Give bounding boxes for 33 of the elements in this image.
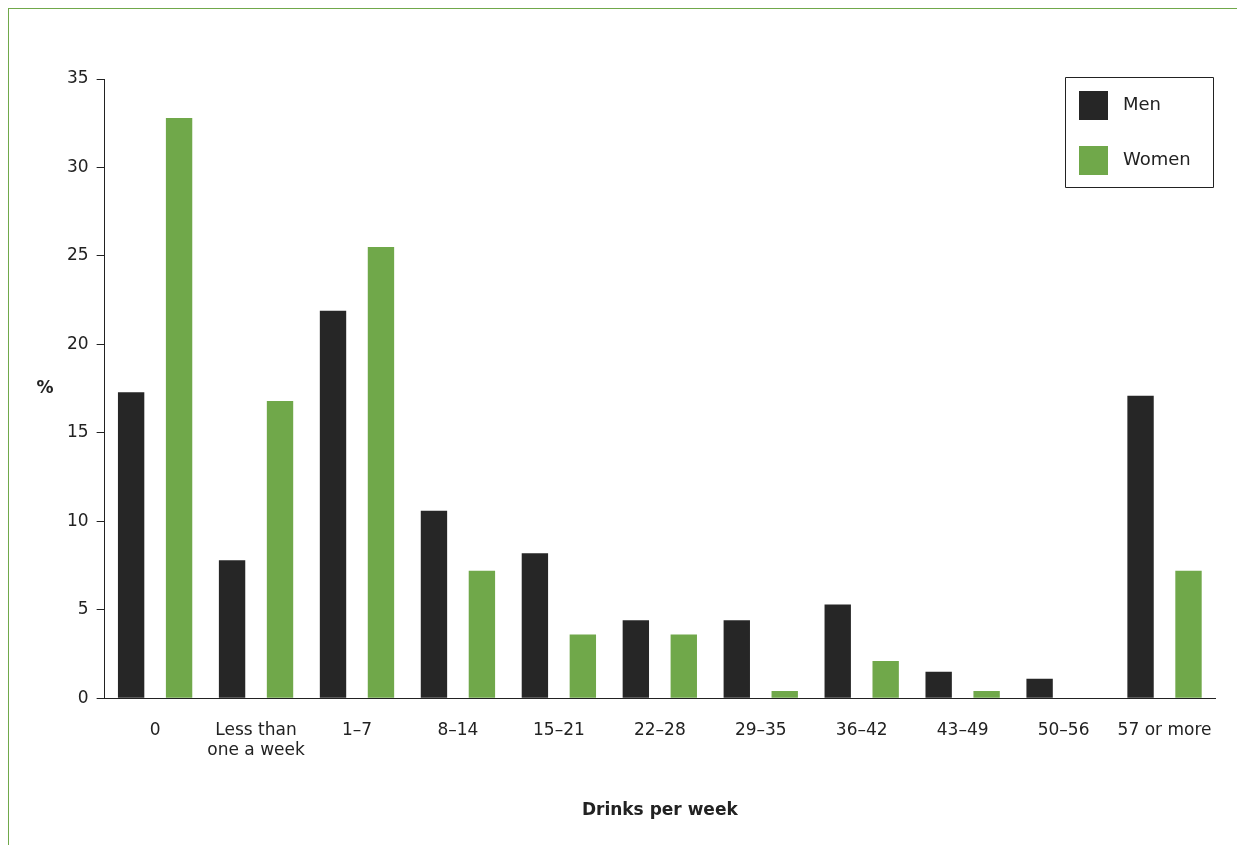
x-tick-label: 50–56 [1037, 718, 1090, 739]
x-tick-label: 43–49 [936, 718, 989, 739]
x-tick-label: 57 or more [1117, 718, 1212, 739]
x-axis-title: Drinks per week [581, 799, 739, 820]
x-tick-label: Less than one a week [207, 718, 305, 760]
y-tick-label: 0 [77, 686, 89, 707]
x-tick-label: 36–42 [835, 718, 888, 739]
legend-label: Men [1123, 92, 1162, 114]
y-tick-label: 10 [66, 509, 89, 530]
bar [670, 634, 697, 698]
bar [468, 570, 496, 698]
x-tick-label: 22–28 [633, 718, 686, 739]
bar [1175, 570, 1202, 698]
legend-label: Women [1123, 147, 1191, 169]
bar [266, 400, 294, 698]
y-tick-label: 20 [66, 332, 89, 353]
y-axis-title: % [36, 377, 54, 398]
x-tick-label: 1–7 [341, 718, 373, 739]
y-tick-label: 30 [66, 155, 89, 176]
bar [973, 691, 1000, 698]
bar [367, 247, 395, 698]
y-tick-label: 25 [66, 244, 89, 265]
x-tick-label: 15–21 [532, 718, 585, 739]
bar [771, 691, 798, 698]
x-tick-label: 0 [149, 718, 161, 739]
y-tick-label: 35 [66, 67, 89, 88]
y-tick-label: 5 [77, 598, 89, 619]
x-tick-label: 29–35 [734, 718, 787, 739]
bar [569, 634, 597, 698]
bar [165, 117, 193, 698]
bar [872, 661, 899, 698]
y-tick-label: 15 [66, 421, 89, 442]
x-tick-label: 8–14 [437, 718, 479, 739]
